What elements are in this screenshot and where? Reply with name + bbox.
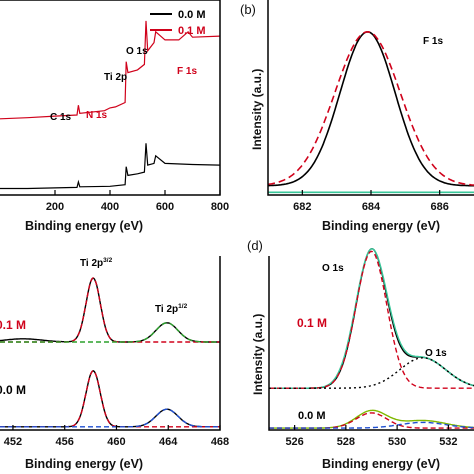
panel-c-series xyxy=(0,277,220,428)
panel-b-tick-label: 682 xyxy=(293,201,311,213)
panel-c-label-01M: 0.1 M xyxy=(0,318,26,332)
panel-c-x-axis-label: Binding energy (eV) xyxy=(25,457,143,471)
legend-0M-label: 0.0 M xyxy=(178,9,206,21)
panel-b-x-ticks: 682 684 686 xyxy=(293,190,449,213)
panel-c-tick-label: 452 xyxy=(4,436,22,448)
legend-01M-label: 0.1 M xyxy=(178,25,206,37)
annotation-n1s: N 1s xyxy=(86,110,108,121)
panel-c-curve-4 xyxy=(0,370,220,428)
panel-d-curve-2 xyxy=(269,250,474,389)
panel-a-tick-label: 400 xyxy=(101,201,119,213)
panel-d-y-axis-label: Intensity (a.u.) xyxy=(251,314,265,395)
panel-d-label-00M: 0.0 M xyxy=(298,410,326,422)
panel-c-x-ticks: 452 456 460 464 468 xyxy=(4,425,229,448)
panel-d-label: (d) xyxy=(247,238,263,253)
annotation-o1s: O 1s xyxy=(126,46,148,57)
panel-d-curve-3 xyxy=(269,357,474,389)
panel-b-tick-label: 684 xyxy=(362,201,381,213)
panel-a-tick-label: 800 xyxy=(211,201,229,213)
panel-d-x-axis-label: Binding energy (eV) xyxy=(322,457,440,471)
panel-a-series-0M xyxy=(0,143,221,190)
annotation-ti2p12: Ti 2p1/2 xyxy=(155,303,188,315)
panel-b: (b) 682 684 686 F 1s Binding energy (eV) I… xyxy=(240,0,474,233)
panel-c-label-00M: 0.0 M xyxy=(0,383,26,397)
panel-c-curve-1 xyxy=(0,277,220,343)
panel-b-axis-frame xyxy=(267,0,474,196)
panel-c-curve-5 xyxy=(0,408,220,428)
panel-c-curve-0 xyxy=(0,277,220,343)
panel-c-tick-label: 468 xyxy=(211,436,229,448)
panel-d-tick-label: 532 xyxy=(439,436,457,448)
panel-b-x-axis-label: Binding energy (eV) xyxy=(322,219,440,233)
panel-d-axis-frame xyxy=(268,256,474,431)
panel-d-tick-label: 526 xyxy=(285,436,303,448)
panel-c-tick-label: 460 xyxy=(107,436,125,448)
panel-a: 200 400 600 800 Binding energy (eV) 0.0 M 0… xyxy=(0,0,229,233)
panel-a-tick-label: 200 xyxy=(46,201,64,213)
panel-a-x-axis-label: Binding energy (eV) xyxy=(25,219,143,233)
panel-d: (d) 526 528 530 532 Binding energy (eV) Int… xyxy=(247,238,474,471)
panel-d-tick-label: 530 xyxy=(388,436,406,448)
panel-a-series-01M xyxy=(0,20,221,120)
annotation-f1s: F 1s xyxy=(177,66,197,77)
panel-b-label: (b) xyxy=(240,2,256,17)
annotation-ti2p: Ti 2p xyxy=(104,72,127,83)
panel-d-series xyxy=(269,248,474,429)
panel-c-axis-frame xyxy=(0,256,221,431)
panel-d-x-ticks: 526 528 530 532 xyxy=(285,425,458,448)
annotation-ti2p32: Ti 2p3/2 xyxy=(80,257,113,269)
panel-b-y-axis-label: Intensity (a.u.) xyxy=(250,69,264,150)
panel-b-tick-label: 686 xyxy=(430,201,448,213)
panel-a-tick-label: 600 xyxy=(156,201,174,213)
panel-c: 452 456 460 464 468 Binding energy (eV) Ti 2… xyxy=(0,256,229,471)
panel-c-tick-label: 464 xyxy=(159,436,178,448)
annotation-o1s-main: O 1s xyxy=(322,263,344,274)
panel-c-tick-label: 456 xyxy=(56,436,74,448)
panel-d-curve-6 xyxy=(269,421,474,429)
annotation-o1s-secondary: O 1s xyxy=(425,348,447,359)
annotation-c1s: C 1s xyxy=(50,112,72,123)
panel-b-curve-0 xyxy=(268,31,474,187)
panel-a-series xyxy=(0,20,221,190)
panel-d-tick-label: 528 xyxy=(337,436,355,448)
panel-a-x-ticks: 200 400 600 800 xyxy=(46,190,229,213)
panel-b-title: F 1s xyxy=(423,36,443,47)
panel-d-label-01M: 0.1 M xyxy=(297,316,327,330)
panel-b-curve-1 xyxy=(267,30,474,186)
panel-b-series xyxy=(267,30,474,194)
panel-c-curve-3 xyxy=(0,370,220,428)
panel-c-curve-2 xyxy=(0,322,220,343)
